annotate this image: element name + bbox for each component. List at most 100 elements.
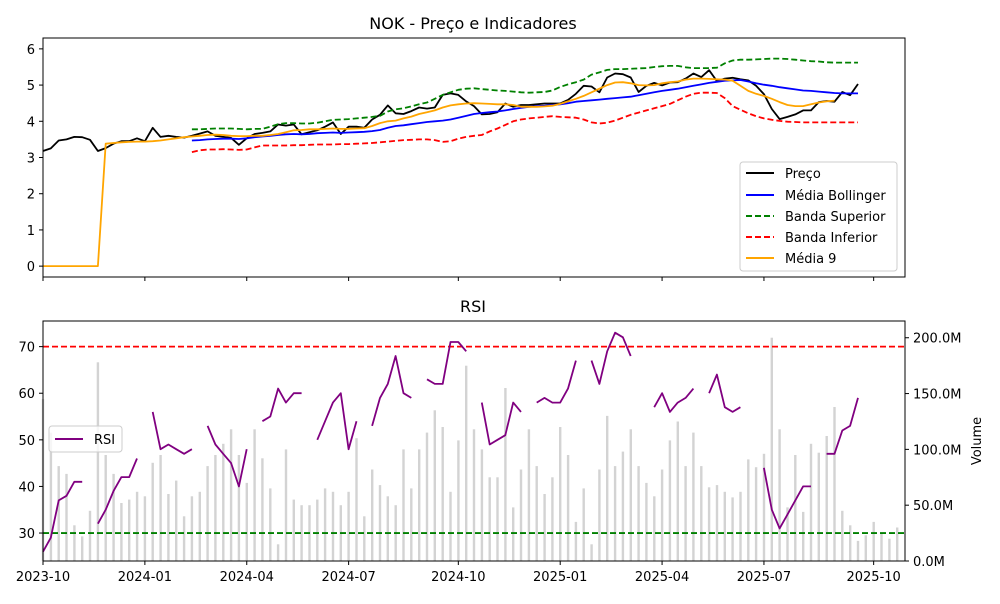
rsi-y-tick-label: 60 (18, 387, 35, 402)
volume-bar (668, 440, 672, 561)
volume-bar (457, 440, 460, 561)
volume-bar (143, 496, 147, 561)
volume-bar (371, 469, 374, 561)
volume-bar (621, 451, 625, 561)
price-y-tick-label: 4 (27, 115, 35, 130)
volume-bar (888, 538, 891, 561)
volume-bar (206, 466, 209, 561)
volume-bar (245, 482, 248, 561)
volume-bar (331, 491, 335, 561)
volume-bar (817, 452, 820, 561)
rsi-legend: RSI (48, 425, 123, 453)
series-line-rsi (42, 331, 859, 553)
volume-bar (715, 485, 719, 561)
volume-bar (402, 449, 405, 561)
volume-bar (629, 429, 632, 561)
volume-bar (73, 525, 76, 561)
volume-bar (653, 496, 656, 561)
volume-bar (535, 466, 538, 561)
volume-y-tick-label: 0.0M (913, 555, 945, 570)
volume-bar (590, 544, 593, 561)
volume-bar (49, 432, 53, 561)
rsi-y-tick-label: 30 (18, 527, 35, 542)
volume-bar (488, 477, 491, 561)
price-y-tick-label: 3 (27, 152, 35, 167)
volume-bar (190, 496, 194, 561)
volume-bar (606, 415, 609, 561)
volume-bar (363, 516, 366, 561)
volume-bar (198, 491, 201, 561)
volume-bar (543, 494, 546, 561)
price-y-tick-label: 2 (27, 188, 35, 203)
volume-bar (167, 494, 170, 561)
volume-bar (57, 466, 60, 561)
volume-bar (480, 449, 484, 561)
rsi-chart-title: RSI (460, 297, 486, 316)
legend-label-rsi: RSI (94, 433, 115, 448)
volume-bar (128, 499, 131, 561)
volume-bar (645, 482, 648, 561)
volume-bar (323, 488, 327, 561)
volume-bar (504, 388, 507, 561)
date-x-tick-label: 2024-01 (118, 570, 172, 585)
volume-bar (292, 499, 295, 561)
date-x-tick-label: 2025-01 (533, 570, 587, 585)
volume-bar (496, 477, 499, 561)
date-x-tick-label: 2025-10 (846, 570, 900, 585)
volume-bar (378, 485, 382, 561)
volume-bar (355, 438, 358, 561)
volume-bar (676, 421, 679, 561)
volume-bar (637, 466, 640, 561)
volume-bar (182, 516, 186, 561)
volume-bar (864, 535, 867, 561)
volume-bar (386, 496, 389, 561)
legend-label-banda-inferior: Banda Inferior (785, 231, 878, 246)
volume-bar (159, 455, 162, 561)
volume-bar (574, 521, 578, 561)
volume-bar (833, 407, 836, 561)
price-chart: NOK - Preço e Indicadores 0 1 2 3 4 5 6 Preço … (27, 14, 906, 281)
rsi-axes-frame (42, 320, 906, 562)
volume-bar (841, 510, 844, 561)
volume-bar (120, 503, 123, 561)
volume-bar (65, 473, 68, 561)
volume-y-tick-label: 100.0M (913, 443, 961, 458)
volume-bar (723, 491, 726, 561)
volume-bar (135, 491, 139, 561)
volume-bar (582, 488, 585, 561)
rsi-chart: RSI 30 40 50 60 70 0.0M 50.0M 100.0M 150.0M 200.… (16, 297, 985, 585)
volume-bar (96, 362, 100, 561)
volume-bar (731, 497, 734, 561)
volume-bar (214, 455, 217, 561)
volume-bar (112, 473, 115, 561)
volume-bar (551, 477, 554, 561)
volume-bar (472, 429, 476, 561)
volume-bar (598, 469, 601, 561)
volume-bar (81, 536, 84, 561)
volume-bar (284, 449, 288, 561)
volume-bar (762, 453, 766, 561)
date-x-tick-label: 2024-04 (220, 570, 274, 585)
volume-bar (418, 449, 421, 561)
volume-bar (613, 466, 617, 561)
volume-bar (566, 455, 570, 561)
volume-bar (433, 410, 436, 561)
series-line-banda_inferior (191, 91, 858, 153)
volume-bar (559, 427, 562, 561)
date-x-tick-label: 2024-10 (431, 570, 485, 585)
volume-y-tick-label: 150.0M (913, 388, 961, 403)
volume-bar (794, 455, 797, 561)
volume-bar (778, 429, 781, 561)
price-chart-title: NOK - Preço e Indicadores (369, 14, 576, 33)
date-x-tick-label: 2025-04 (635, 570, 689, 585)
volume-bar (527, 429, 531, 561)
series-line-banda_superior (191, 57, 858, 131)
price-y-tick-label: 6 (27, 43, 35, 58)
volume-bar (786, 507, 789, 561)
volume-bar (441, 427, 444, 561)
price-y-tick-label: 1 (27, 224, 35, 239)
rsi-y-tick-label: 50 (18, 434, 35, 449)
date-x-tick-label: 2023-10 (16, 570, 70, 585)
volume-bar (880, 533, 883, 561)
volume-bar (229, 429, 233, 561)
